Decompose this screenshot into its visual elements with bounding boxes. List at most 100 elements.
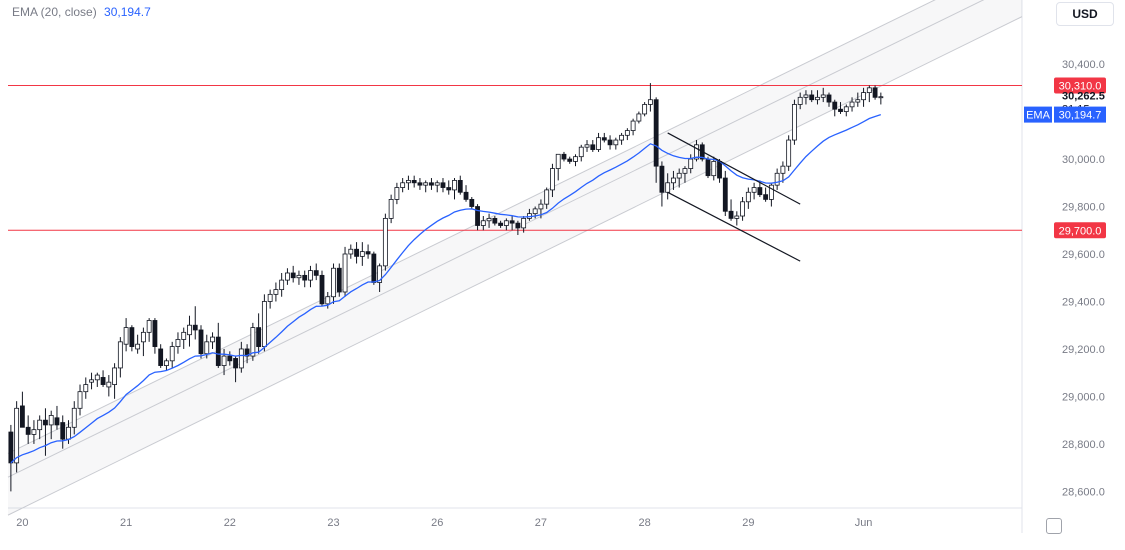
candle-body bbox=[94, 374, 100, 381]
candle-body bbox=[273, 289, 279, 295]
candle-body bbox=[377, 265, 383, 283]
candle-body bbox=[204, 341, 210, 355]
horizontal-line-label-0: 30,310.0 bbox=[1059, 80, 1102, 92]
ema-value-bg bbox=[1054, 106, 1106, 123]
wedge-line-0 bbox=[667, 132, 801, 205]
candle-body bbox=[359, 251, 365, 257]
candle-body bbox=[538, 203, 544, 210]
candle-body bbox=[331, 267, 336, 298]
candle-body bbox=[486, 217, 492, 222]
candle-body bbox=[475, 206, 480, 226]
candle-body bbox=[532, 208, 538, 215]
candle-body bbox=[682, 168, 688, 174]
candle-body bbox=[181, 331, 187, 340]
candle-body bbox=[371, 253, 377, 283]
candle-body bbox=[48, 415, 54, 426]
candle-body bbox=[590, 144, 596, 150]
x-tick-label: 27 bbox=[535, 517, 547, 529]
candle-body bbox=[820, 94, 826, 98]
candle-body bbox=[77, 391, 83, 409]
candle-body bbox=[624, 130, 630, 136]
candle-body bbox=[786, 139, 792, 167]
ema-indicator-legend[interactable]: EMA (20, close) 30,194.7 bbox=[12, 5, 151, 19]
candle-body bbox=[267, 293, 273, 302]
candle-body bbox=[567, 158, 573, 162]
candle-body bbox=[745, 191, 751, 203]
candle-body bbox=[803, 94, 809, 98]
y-tick-label: 28,600.0 bbox=[1062, 486, 1105, 498]
candle-body bbox=[544, 189, 550, 205]
candle-body bbox=[826, 94, 832, 103]
candle-body bbox=[861, 92, 866, 101]
candle-body bbox=[256, 327, 262, 347]
candle-body bbox=[290, 272, 296, 279]
candle-body bbox=[717, 161, 722, 179]
ema-value-label: 30,194.7 bbox=[1059, 110, 1102, 122]
wedge-line-1 bbox=[667, 191, 801, 262]
candle-body bbox=[601, 137, 607, 141]
candle-body bbox=[400, 182, 406, 188]
candle-body bbox=[261, 301, 267, 347]
candle-body bbox=[809, 94, 815, 101]
ema-tag-label: EMA bbox=[1026, 110, 1051, 122]
horizontal-line-label-1: 29,700.0 bbox=[1059, 225, 1102, 237]
candle-body bbox=[671, 177, 676, 184]
candle-body bbox=[653, 99, 659, 167]
candle-body bbox=[728, 210, 734, 219]
candle-body bbox=[555, 153, 561, 169]
candle-body bbox=[849, 101, 855, 108]
candle-body bbox=[175, 339, 181, 347]
candle-body bbox=[792, 104, 797, 141]
candle-body bbox=[83, 384, 89, 393]
channel-line-1 bbox=[7, 0, 985, 478]
ema-indicator-label: EMA (20, close) bbox=[12, 5, 97, 19]
candle-body bbox=[780, 165, 786, 174]
candle-body bbox=[146, 320, 152, 333]
candle-body bbox=[596, 137, 601, 150]
candle-body bbox=[763, 194, 769, 200]
candle-body bbox=[705, 158, 711, 177]
candle-body bbox=[515, 222, 521, 229]
candle-body bbox=[210, 336, 215, 343]
candle-body bbox=[348, 248, 354, 255]
x-tick-label: 23 bbox=[327, 517, 339, 529]
candle-body bbox=[31, 429, 37, 435]
candle-body bbox=[659, 165, 665, 193]
candle-body bbox=[319, 274, 325, 305]
currency-button[interactable]: USD bbox=[1056, 2, 1114, 26]
candle-body bbox=[233, 358, 238, 369]
candle-body bbox=[336, 267, 342, 293]
candle-body bbox=[192, 324, 198, 331]
candle-body bbox=[221, 355, 227, 366]
candle-body bbox=[106, 381, 112, 388]
candle-body bbox=[503, 220, 509, 226]
candle-body bbox=[8, 431, 14, 464]
x-tick-label: 28 bbox=[639, 517, 651, 529]
candle-body bbox=[152, 320, 158, 347]
candle-body bbox=[866, 87, 872, 93]
candle-body bbox=[872, 87, 878, 98]
y-tick-label: 30,400.0 bbox=[1062, 59, 1105, 71]
candle-body bbox=[198, 329, 204, 355]
candle-body bbox=[129, 327, 135, 347]
candle-body bbox=[665, 182, 671, 193]
candle-body bbox=[123, 327, 129, 345]
candle-body bbox=[227, 355, 233, 362]
ema-indicator-value: 30,194.7 bbox=[104, 5, 151, 19]
candle-body bbox=[711, 161, 717, 177]
candle-body bbox=[452, 180, 457, 191]
candle-body bbox=[25, 426, 31, 435]
y-tick-label: 29,800.0 bbox=[1062, 202, 1105, 214]
candle-body bbox=[630, 120, 636, 131]
candle-body bbox=[365, 251, 371, 255]
candle-body bbox=[694, 144, 699, 160]
candle-body bbox=[642, 104, 648, 115]
candle-body bbox=[140, 331, 146, 343]
ema-tag-bg bbox=[1024, 106, 1052, 123]
candle-body bbox=[158, 348, 164, 366]
candle-body bbox=[71, 407, 77, 428]
candle-body bbox=[521, 217, 527, 229]
candle-body bbox=[342, 253, 348, 293]
